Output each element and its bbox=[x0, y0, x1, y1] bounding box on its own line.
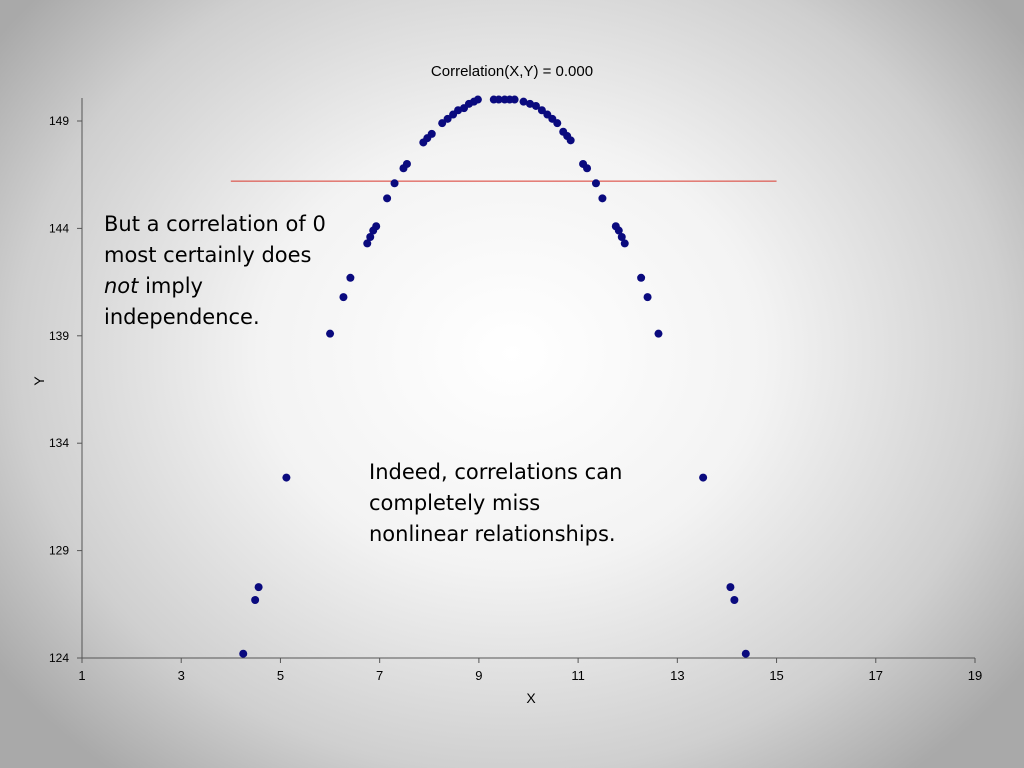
data-point bbox=[537, 106, 546, 115]
data-point bbox=[239, 649, 248, 658]
data-point bbox=[494, 95, 503, 104]
callout-bottom-line-2: completely miss bbox=[369, 491, 541, 515]
callout-top-line-3: not imply bbox=[104, 271, 364, 302]
data-point bbox=[282, 473, 291, 482]
data-point bbox=[510, 95, 519, 104]
x-tick-label: 15 bbox=[769, 668, 783, 683]
callout-top-line-2: most certainly does bbox=[104, 243, 312, 267]
data-point bbox=[346, 273, 355, 282]
data-point bbox=[553, 119, 562, 128]
x-tick-label: 3 bbox=[178, 668, 185, 683]
data-point bbox=[598, 194, 607, 203]
x-tick-label: 9 bbox=[475, 668, 482, 683]
data-point bbox=[519, 97, 528, 106]
data-point bbox=[427, 129, 436, 138]
x-axis-label: X bbox=[526, 690, 536, 706]
data-point bbox=[614, 226, 623, 235]
x-tick-label: 11 bbox=[571, 668, 585, 683]
x-tick-label: 17 bbox=[869, 668, 883, 683]
y-tick-label: 134 bbox=[49, 436, 69, 450]
callout-bottom-line-3: nonlinear relationships. bbox=[369, 522, 616, 546]
y-tick-label: 124 bbox=[49, 651, 69, 665]
data-point bbox=[366, 232, 375, 241]
data-point bbox=[254, 583, 263, 592]
data-point bbox=[372, 222, 381, 231]
callout-independence: But a correlation of 0 most certainly do… bbox=[104, 209, 364, 333]
y-axis-label: Y bbox=[31, 376, 47, 386]
data-point bbox=[643, 293, 652, 302]
data-point bbox=[383, 194, 392, 203]
y-tick-label: 139 bbox=[49, 329, 69, 343]
callout-bottom-line-1: Indeed, correlations can bbox=[369, 460, 623, 484]
data-point bbox=[363, 239, 372, 248]
data-point bbox=[566, 136, 575, 145]
data-point bbox=[473, 95, 482, 104]
data-point bbox=[438, 119, 447, 128]
y-tick-label: 144 bbox=[49, 221, 69, 235]
data-point bbox=[443, 114, 452, 123]
data-point bbox=[654, 329, 663, 338]
y-tick-label: 149 bbox=[49, 114, 69, 128]
x-tick-label: 1 bbox=[78, 668, 85, 683]
callout-top-line-1: But a correlation of 0 bbox=[104, 212, 326, 236]
chart-title: Correlation(X,Y) = 0.000 bbox=[431, 63, 593, 80]
data-point bbox=[726, 583, 735, 592]
x-tick-label: 19 bbox=[968, 668, 982, 683]
callout-top-line-3-rest: imply bbox=[138, 274, 203, 298]
callout-nonlinear: Indeed, correlations can completely miss… bbox=[369, 457, 669, 550]
x-tick-label: 7 bbox=[376, 668, 383, 683]
data-point bbox=[390, 179, 399, 188]
x-tick-label: 13 bbox=[670, 668, 684, 683]
data-point bbox=[741, 649, 750, 658]
data-point bbox=[402, 159, 411, 168]
data-point bbox=[591, 179, 600, 188]
data-point bbox=[583, 164, 592, 173]
callout-emphasis-not: not bbox=[104, 274, 139, 298]
data-points bbox=[239, 95, 750, 658]
data-point bbox=[326, 329, 335, 338]
data-point bbox=[699, 473, 708, 482]
data-point bbox=[339, 293, 348, 302]
callout-top-line-4: independence. bbox=[104, 305, 260, 329]
y-tick-label: 129 bbox=[49, 544, 69, 558]
data-point bbox=[617, 232, 626, 241]
x-tick-label: 5 bbox=[277, 668, 284, 683]
data-point bbox=[531, 101, 540, 110]
data-point bbox=[730, 596, 739, 605]
data-point bbox=[637, 273, 646, 282]
data-point bbox=[620, 239, 629, 248]
data-point bbox=[251, 596, 260, 605]
